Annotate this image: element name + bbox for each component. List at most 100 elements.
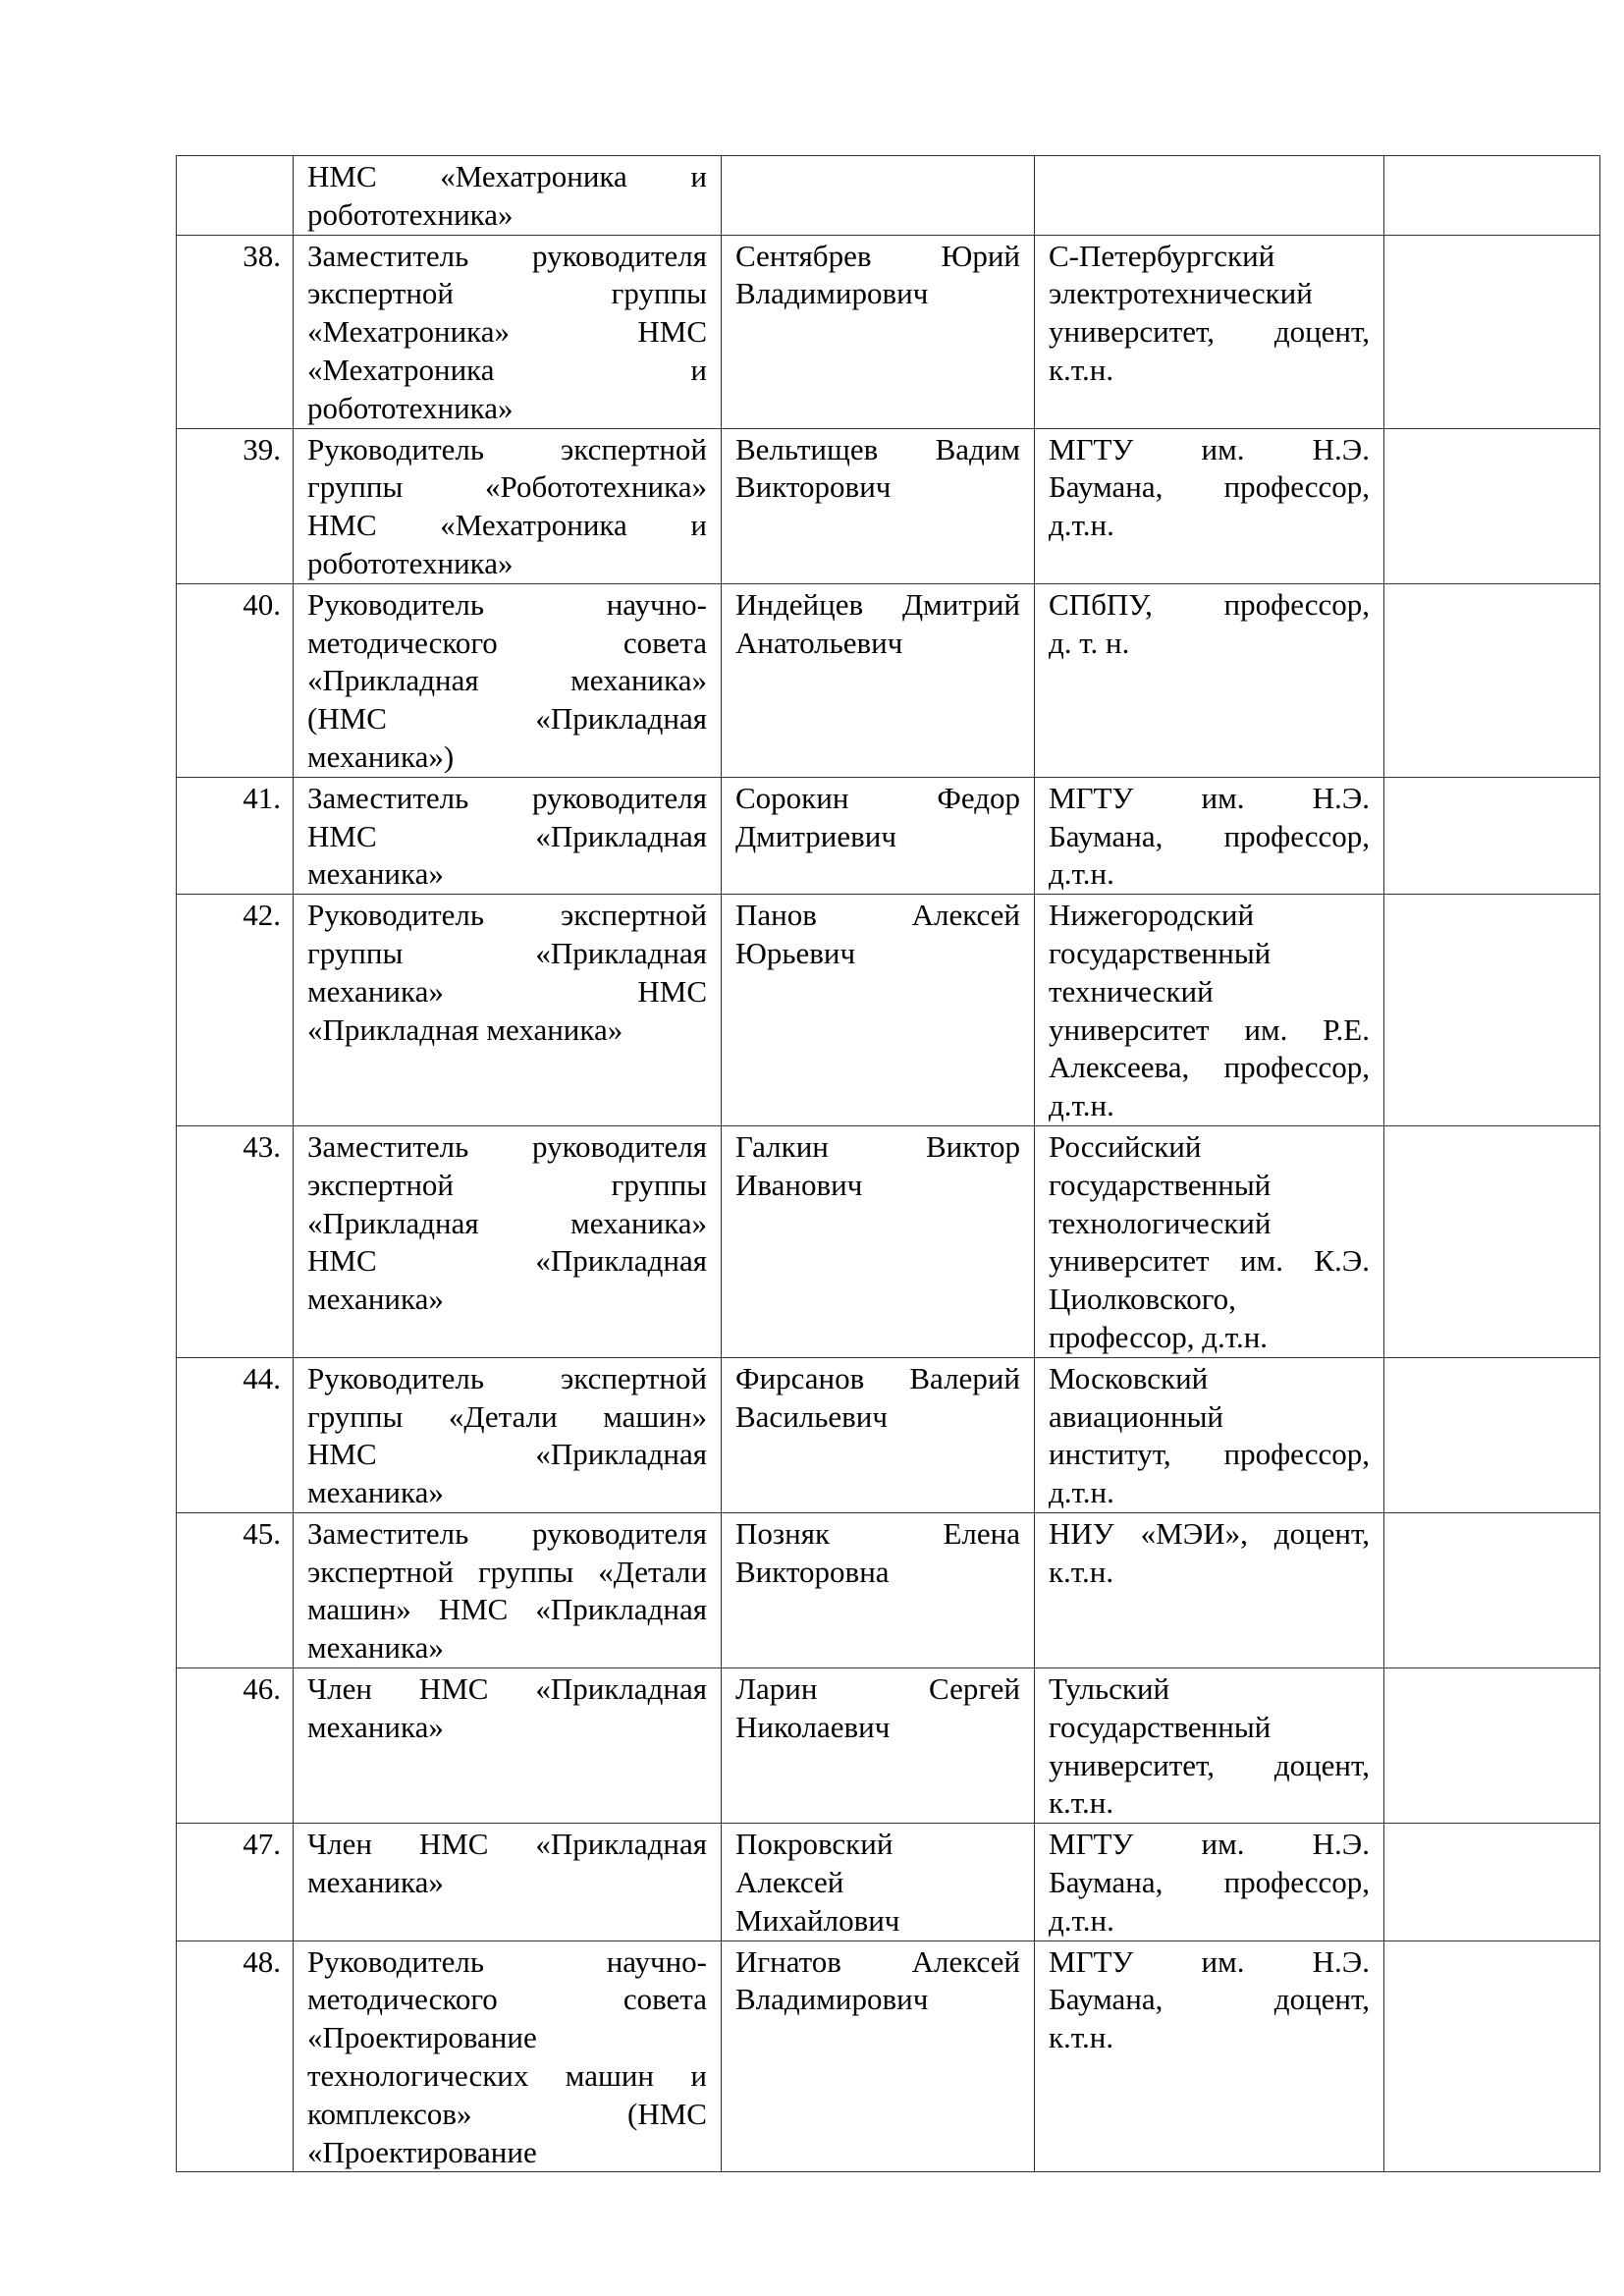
cell-org-line: Московский bbox=[1049, 1360, 1209, 1395]
cell-name-line: Владимирович bbox=[735, 276, 929, 311]
cell-role-line: НМС «Мехатроника и bbox=[307, 159, 707, 193]
cell-name-line: Викторович bbox=[735, 469, 892, 505]
cell-role-line: Заместитель руководителя bbox=[307, 1128, 707, 1164]
cell-org-line: университет, доцент, bbox=[1049, 1747, 1370, 1782]
cell-empty bbox=[1383, 1124, 1600, 1358]
cell-name: Ларин Сергей Николаевич bbox=[721, 1667, 1035, 1825]
cell-role: Член НМС «Прикладная механика» bbox=[293, 1823, 722, 1941]
cell-empty bbox=[1383, 1823, 1600, 1941]
cell-org-line: д.т.н. bbox=[1049, 856, 1114, 892]
cell-name-line: Алексей bbox=[735, 1865, 844, 1900]
cell-org-line: Циолковского, bbox=[1049, 1282, 1236, 1317]
cell-name: Индейцев Дмитрий Анатольевич bbox=[721, 582, 1035, 778]
cell-role: НМС «Мехатроника и робототехника» bbox=[293, 155, 722, 236]
cell-role-line: Руководитель научно- bbox=[307, 1943, 707, 1979]
cell-role-line: Член НМС «Прикладная bbox=[307, 1671, 707, 1707]
cell-name: Игнатов Алексей Владимирович bbox=[721, 1940, 1035, 2173]
table-row: 42. Руководитель экспертной группы «Прикла… bbox=[176, 894, 1600, 1126]
cell-role-line: Член НМС «Прикладная bbox=[307, 1827, 707, 1862]
cell-name: Галкин Виктор Иванович bbox=[721, 1124, 1035, 1358]
cell-role-line: механика» bbox=[307, 1865, 444, 1900]
cell-org-line: к.т.н. bbox=[1049, 1554, 1114, 1589]
cell-role-line: механика» bbox=[307, 1475, 444, 1510]
cell-role-line: «Прикладная механика» bbox=[307, 663, 707, 698]
row-number: 45. bbox=[176, 1511, 294, 1669]
table-row: 41. Заместитель руководителя НМС «Прикладн… bbox=[176, 776, 1600, 896]
cell-role-line: НМС «Прикладная bbox=[307, 1243, 707, 1279]
cell-org-line: государственный bbox=[1049, 1709, 1272, 1744]
cell-name-line: Покровский bbox=[735, 1827, 893, 1862]
cell-org: С-Петербургский электротехнический универс… bbox=[1034, 234, 1384, 429]
row-number: 44. bbox=[176, 1356, 294, 1513]
cell-org-line: к.т.н. bbox=[1049, 1785, 1114, 1821]
cell-org-line: Баумана, доцент, bbox=[1049, 1982, 1370, 2017]
cell-role-line: Руководитель экспертной bbox=[307, 1360, 707, 1395]
table-row: 44. Руководитель экспертной группы «Детали… bbox=[176, 1356, 1600, 1513]
table-row: 45. Заместитель руководителя экспертной гр… bbox=[176, 1511, 1600, 1669]
cell-org: Российский государственный технологический… bbox=[1034, 1124, 1384, 1358]
cell-org: НИУ «МЭИ», доцент, к.т.н. bbox=[1034, 1511, 1384, 1669]
cell-org-line: к.т.н. bbox=[1049, 352, 1114, 387]
cell-empty bbox=[1383, 776, 1600, 896]
cell-org: МГТУ им. Н.Э. Баумана, профессор, д.т.н. bbox=[1034, 776, 1384, 896]
cell-org-line: авиационный bbox=[1049, 1398, 1224, 1434]
cell-org-line: электротехнический bbox=[1049, 276, 1313, 311]
cell-empty bbox=[1383, 234, 1600, 429]
cell-org-line: государственный bbox=[1049, 1167, 1272, 1202]
cell-role: Заместитель руководителя экспертной групп… bbox=[293, 1124, 722, 1358]
cell-name-line: Анатольевич bbox=[735, 625, 903, 660]
cell-name-line: Николаевич bbox=[735, 1709, 891, 1744]
cell-org-line: университет им. К.Э. bbox=[1049, 1243, 1370, 1279]
cell-role-line: группы «Робототехника» bbox=[307, 469, 707, 505]
table-row: 43. Заместитель руководителя экспертной гр… bbox=[176, 1124, 1600, 1358]
cell-name-line: Иванович bbox=[735, 1167, 863, 1202]
cell-role-line: экспертной группы bbox=[307, 1167, 707, 1202]
cell-org-line: профессор, д.т.н. bbox=[1049, 1319, 1269, 1354]
cell-name: Сорокин Федор Дмитриевич bbox=[721, 776, 1035, 896]
cell-role: Заместитель руководителя экспертной групп… bbox=[293, 234, 722, 429]
cell-role-line: Заместитель руководителя bbox=[307, 238, 707, 273]
cell-org-line: д. т. н. bbox=[1049, 625, 1130, 660]
cell-name-line: Владимирович bbox=[735, 1982, 929, 2017]
cell-org-line: МГТУ им. Н.Э. bbox=[1049, 1943, 1370, 1979]
cell-org-line: С-Петербургский bbox=[1049, 238, 1275, 273]
cell-role-line: экспертной группы «Детали bbox=[307, 1554, 707, 1589]
cell-role: Заместитель руководителя НМС «Прикладная м… bbox=[293, 776, 722, 896]
cell-role-line: экспертной группы bbox=[307, 276, 707, 311]
cell-role-line: Руководитель экспертной bbox=[307, 898, 707, 933]
cell-org-line: Баумана, профессор, bbox=[1049, 469, 1370, 505]
cell-name-line: Дмитриевич bbox=[735, 818, 896, 853]
cell-org-line: Российский bbox=[1049, 1128, 1202, 1164]
cell-role: Руководитель экспертной группы «Прикладна… bbox=[293, 894, 722, 1126]
cell-org-line: МГТУ им. Н.Э. bbox=[1049, 1827, 1370, 1862]
cell-role-line: методического совета bbox=[307, 625, 707, 660]
cell-role-line: робототехника» bbox=[307, 545, 514, 580]
cell-org: СПбПУ, профессор, д. т. н. bbox=[1034, 582, 1384, 778]
row-number: 43. bbox=[176, 1124, 294, 1358]
cell-name-line: Фирсанов Валерий bbox=[735, 1360, 1020, 1395]
table-row: 39. Руководитель экспертной группы «Робото… bbox=[176, 427, 1600, 584]
row-number: 46. bbox=[176, 1667, 294, 1825]
cell-role-line: «Проектирование bbox=[307, 2134, 537, 2169]
cell-role: Руководитель экспертной группы «Робототех… bbox=[293, 427, 722, 584]
cell-role: Руководитель научно-методического совета… bbox=[293, 1940, 722, 2173]
cell-name: Покровский Алексей Михайлович bbox=[721, 1823, 1035, 1941]
row-number bbox=[176, 155, 294, 236]
cell-empty bbox=[1383, 1511, 1600, 1669]
cell-role: Член НМС «Прикладная механика» bbox=[293, 1667, 722, 1825]
cell-empty bbox=[1383, 1667, 1600, 1825]
cell-org-line: Тульский bbox=[1049, 1671, 1170, 1707]
cell-role-line: механика») bbox=[307, 738, 455, 774]
cell-org: МГТУ им. Н.Э. Баумана, доцент, к.т.н. bbox=[1034, 1940, 1384, 2173]
cell-empty bbox=[1383, 427, 1600, 584]
cell-name bbox=[721, 155, 1035, 236]
cell-org-line: университет, доцент, bbox=[1049, 314, 1370, 350]
cell-org-line: Алексеева, профессор, bbox=[1049, 1050, 1370, 1085]
cell-org-line: технологический bbox=[1049, 1205, 1272, 1240]
cell-org-line: д.т.н. bbox=[1049, 508, 1114, 543]
row-number: 41. bbox=[176, 776, 294, 896]
cell-role-line: механика» bbox=[307, 1630, 444, 1666]
cell-org-line: Баумана, профессор, bbox=[1049, 1865, 1370, 1900]
cell-role-line: Заместитель руководителя bbox=[307, 1515, 707, 1551]
cell-role-line: методического совета bbox=[307, 1982, 707, 2017]
